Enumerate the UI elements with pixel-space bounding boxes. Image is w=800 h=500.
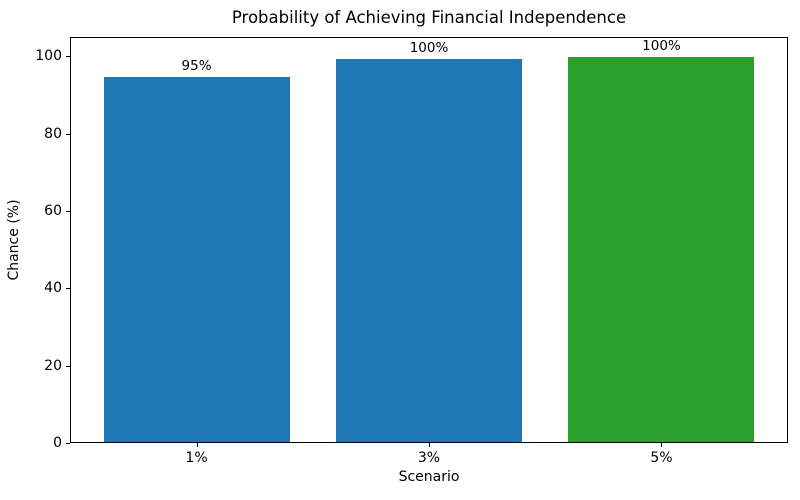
y-tick-label: 100 — [35, 48, 62, 65]
x-tick-mark — [429, 443, 430, 447]
bar-5% — [568, 57, 755, 442]
y-tick-mark — [66, 365, 70, 367]
bar-value-label: 100% — [409, 40, 449, 57]
y-tick-mark — [66, 443, 70, 444]
bar-value-label: 95% — [181, 58, 212, 75]
y-tick-label: 20 — [44, 357, 62, 374]
y-tick-label: 80 — [44, 125, 62, 142]
y-tick-label: 40 — [44, 280, 62, 297]
y-tick-mark — [66, 133, 70, 135]
y-tick-mark — [66, 56, 70, 58]
bar-3% — [336, 59, 522, 442]
plot-area: 95% 100% 100% — [70, 37, 788, 443]
y-tick-mark — [66, 288, 70, 290]
bar-value-label: 100% — [642, 38, 681, 55]
x-axis-label: Scenario — [398, 469, 460, 485]
x-tick-label: 3% — [417, 450, 441, 466]
y-tick-label: 60 — [44, 203, 62, 219]
x-tick-label: 1% — [185, 450, 208, 466]
chart-title: Probability of Achieving Financial Indep… — [231, 8, 627, 27]
y-tick-mark — [66, 211, 70, 212]
x-tick-mark — [661, 443, 663, 447]
bar-1% — [103, 77, 290, 442]
y-tick-label: 0 — [53, 435, 62, 451]
x-tick-mark — [196, 443, 198, 447]
x-tick-label: 5% — [650, 450, 673, 466]
